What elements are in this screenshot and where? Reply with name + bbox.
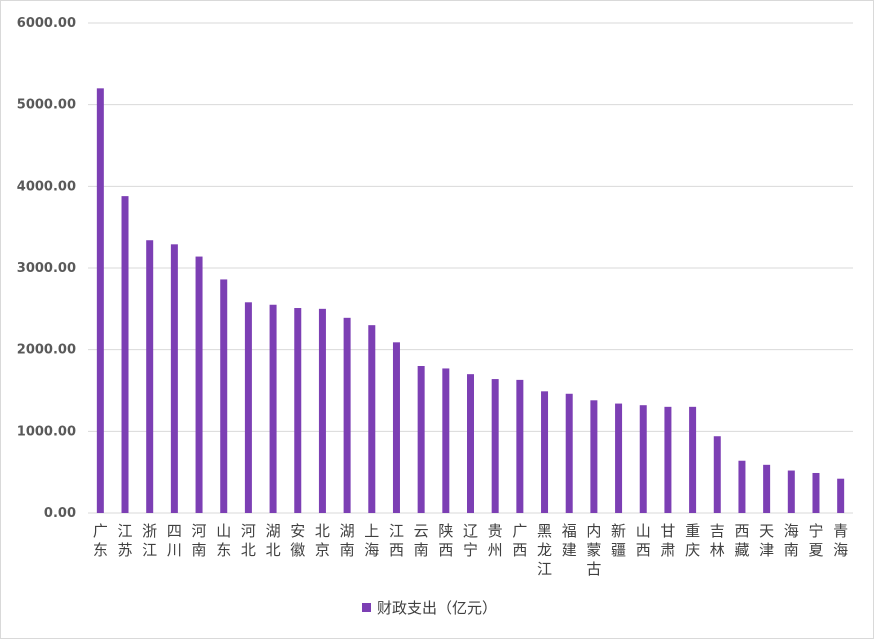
bar	[170, 244, 178, 514]
bar	[294, 308, 302, 513]
y-tick-label: 0.00	[44, 506, 76, 521]
bar	[220, 279, 228, 513]
bar	[689, 406, 697, 513]
bar	[121, 196, 129, 513]
bar	[146, 240, 154, 513]
bar	[713, 436, 721, 513]
bar	[467, 374, 474, 513]
x-tick-label: 重庆	[685, 522, 700, 559]
x-tick-label: 宁夏	[808, 522, 823, 559]
bar	[639, 405, 647, 513]
x-tick-label: 河北	[241, 522, 256, 559]
bar	[837, 478, 845, 513]
x-tick-label: 甘肃	[660, 522, 675, 559]
bar	[763, 464, 771, 513]
bar	[516, 379, 524, 513]
y-tick-label: 5000.00	[17, 98, 76, 113]
bar	[664, 406, 672, 513]
x-tick-label: 贵州	[488, 522, 503, 559]
x-tick-label: 黑龙江	[537, 522, 552, 578]
x-tick-label: 河南	[192, 522, 207, 559]
x-tick-label: 湖南	[340, 522, 355, 559]
x-tick-label: 江西	[389, 522, 404, 559]
bar	[318, 308, 326, 513]
x-tick-label: 新疆	[611, 522, 626, 559]
x-tick-label: 福建	[562, 522, 577, 559]
bar	[195, 256, 203, 513]
bar	[787, 470, 795, 513]
x-tick-label: 湖北	[266, 522, 281, 559]
gridlines	[88, 22, 853, 514]
bar	[491, 379, 499, 513]
x-axis-ticks: 广东江苏浙江四川河南山东河北湖北安徽北京湖南上海江西云南陕西辽宁贵州广西黑龙江福…	[93, 522, 848, 578]
bar	[565, 393, 573, 513]
x-tick-label: 广西	[512, 522, 527, 559]
x-tick-label: 吉林	[710, 522, 725, 559]
bar	[392, 342, 400, 513]
bar	[343, 317, 351, 513]
x-tick-label: 陕西	[438, 522, 453, 559]
x-tick-label: 四川	[167, 522, 182, 559]
x-tick-label: 江苏	[118, 522, 133, 559]
x-tick-label: 海南	[784, 522, 799, 559]
x-tick-label: 山西	[636, 522, 651, 559]
x-tick-label: 西藏	[734, 522, 749, 559]
legend-label: 财政支出（亿元）	[377, 599, 497, 617]
bar	[590, 400, 598, 513]
y-tick-label: 3000.00	[17, 261, 76, 276]
x-tick-label: 辽宁	[463, 522, 478, 559]
x-tick-label: 内蒙古	[586, 522, 601, 578]
x-tick-label: 云南	[414, 522, 429, 559]
x-tick-label: 浙江	[142, 522, 157, 559]
y-axis-ticks: 0.00 1000.00 2000.00 3000.00 4000.00 5000.00 6…	[17, 16, 76, 521]
bar	[244, 302, 252, 513]
y-tick-label: 4000.00	[17, 179, 76, 194]
bar	[269, 304, 277, 513]
x-tick-label: 北京	[315, 522, 330, 559]
x-tick-label: 广东	[93, 522, 108, 559]
x-tick-label: 天津	[759, 522, 774, 559]
y-tick-label: 2000.00	[17, 343, 76, 358]
x-tick-label: 山东	[216, 522, 231, 559]
bar	[442, 368, 450, 513]
bar	[812, 472, 820, 513]
legend: 财政支出（亿元）	[362, 599, 497, 617]
x-tick-label: 上海	[364, 522, 379, 559]
bars	[96, 88, 845, 514]
bar	[738, 460, 746, 513]
y-tick-label: 1000.00	[17, 424, 76, 439]
bar	[368, 325, 376, 513]
bar	[541, 391, 549, 513]
bar	[615, 403, 623, 513]
bar	[417, 366, 425, 513]
legend-swatch	[362, 603, 371, 612]
bar	[96, 88, 104, 513]
x-tick-label: 青海	[833, 522, 848, 559]
x-tick-label: 安徽	[290, 522, 305, 559]
y-tick-label: 6000.00	[17, 16, 76, 31]
